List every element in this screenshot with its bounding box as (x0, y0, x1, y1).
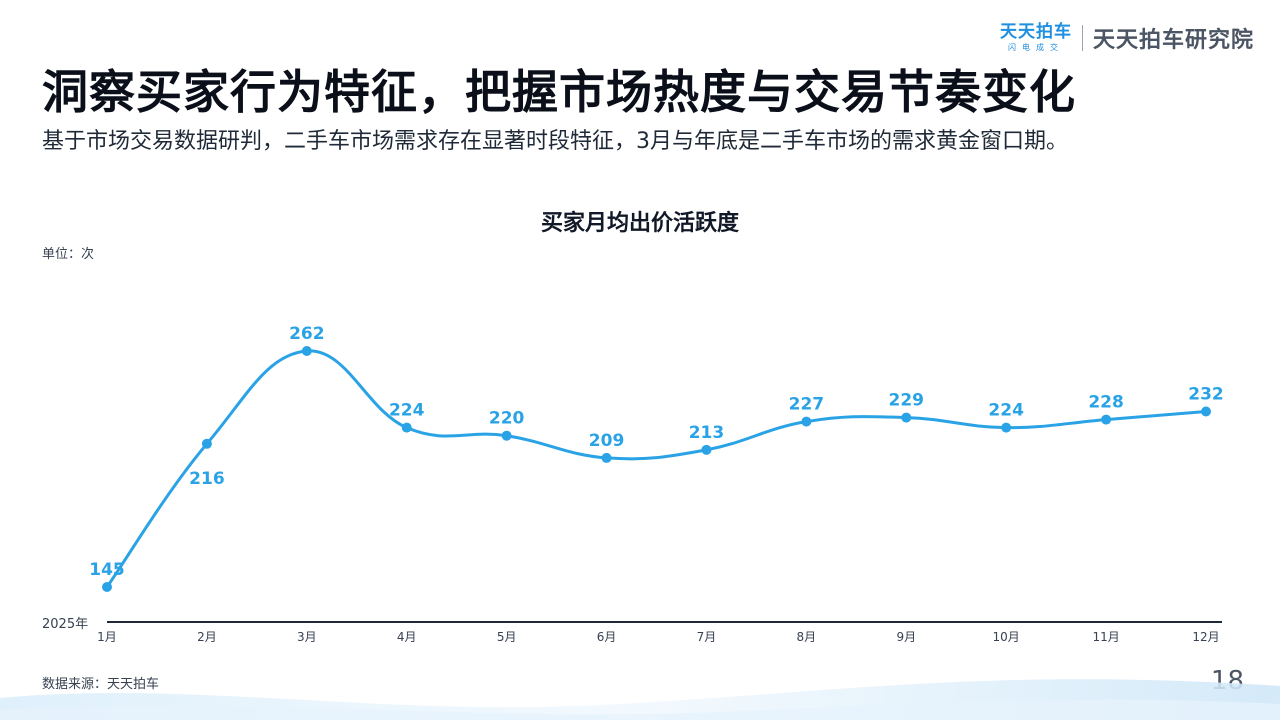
data-point-11 (1101, 414, 1112, 425)
data-label-10: 224 (988, 401, 1024, 421)
data-point-3 (301, 346, 312, 356)
data-point-12 (1201, 406, 1211, 417)
x-tick-label-8: 8月 (797, 630, 817, 644)
brand-logo-slogan: 闪电成交 (1007, 43, 1064, 52)
brand: 天天拍车 闪电成交 天天拍车研究院 (1000, 22, 1254, 54)
x-tick-label-12: 12月 (1192, 630, 1219, 644)
chart-title: 买家月均出价活跃度 (540, 211, 739, 236)
data-label-6: 209 (589, 431, 625, 451)
data-label-12: 232 (1188, 385, 1224, 405)
data-label-11: 228 (1088, 393, 1124, 413)
page-title: 洞察买家行为特征，把握市场热度与交易节奏变化 (42, 65, 1076, 119)
brand-logo: 天天拍车 闪电成交 (1000, 24, 1072, 52)
data-point-6 (601, 452, 612, 463)
brand-logo-text: 天天拍车 (999, 22, 1072, 42)
data-label-3: 262 (289, 324, 325, 344)
data-label-9: 229 (889, 391, 925, 411)
series-line (105, 349, 1207, 588)
data-point-10 (1001, 422, 1012, 433)
chart-year-label: 2025年 (42, 617, 89, 632)
x-tick-label-7: 7月 (697, 630, 717, 644)
page-subtitle: 基于市场交易数据研判，二手车市场需求存在显著时段特征，3月与年底是二手车市场的需… (42, 129, 1069, 154)
brand-divider (1081, 25, 1083, 51)
data-point-5 (501, 430, 512, 441)
chart-unit: 单位：次 (42, 247, 95, 262)
data-label-1: 145 (89, 560, 125, 580)
data-point-1 (102, 582, 112, 592)
x-tick-label-3: 3月 (297, 630, 317, 644)
x-tick-label-5: 5月 (497, 630, 517, 644)
decorative-wave (0, 679, 1280, 720)
x-tick-label-6: 6月 (597, 630, 617, 644)
data-label-2: 216 (189, 469, 225, 489)
data-label-8: 227 (789, 395, 825, 415)
data-label-7: 213 (689, 423, 725, 443)
x-tick-label-11: 11月 (1092, 630, 1119, 644)
data-point-7 (701, 444, 712, 455)
data-point-8 (801, 416, 812, 427)
x-tick-label-1: 1月 (97, 630, 117, 644)
x-tick-label-9: 9月 (896, 630, 916, 644)
x-tick-label-10: 10月 (993, 630, 1020, 644)
x-tick-label-4: 4月 (397, 630, 417, 644)
data-point-9 (901, 412, 912, 423)
data-source: 数据来源：天天拍车 (42, 677, 160, 692)
x-tick-label-2: 2月 (197, 630, 217, 644)
data-label-4: 224 (389, 401, 425, 421)
data-point-4 (401, 422, 412, 433)
data-point-2 (201, 438, 212, 449)
data-label-5: 220 (489, 409, 525, 429)
brand-name: 天天拍车研究院 (1092, 28, 1254, 53)
